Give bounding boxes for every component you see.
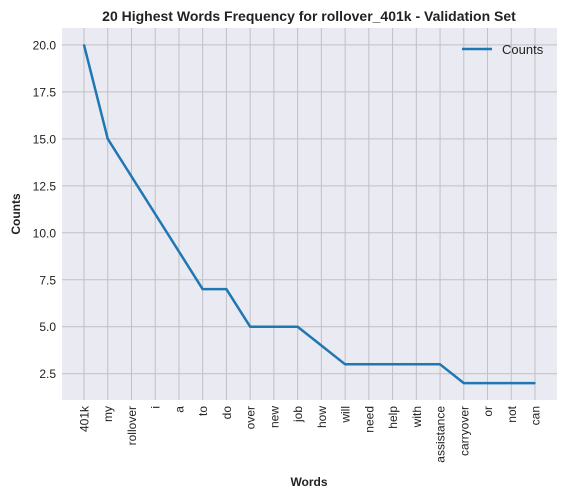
data-point [415,363,418,366]
data-point [486,382,489,384]
y-tick-label: 10.0 [33,226,57,240]
y-axis-label: Counts [9,193,23,235]
y-tick-label: 15.0 [33,132,57,146]
x-tick-label: assistance [434,406,448,463]
x-tick-label: need [362,406,376,433]
data-point [201,288,204,290]
x-tick-label: i [149,406,163,409]
data-point [249,325,251,328]
data-point [154,213,157,215]
y-tick-label: 2.5 [39,367,56,381]
plot-background [62,28,557,400]
data-point [368,363,370,366]
data-point [344,363,346,366]
x-tick-label: my [101,406,115,422]
x-axis-label: Words [290,475,327,489]
x-tick-label: a [172,406,186,413]
data-point [83,44,85,46]
data-point [534,382,536,384]
data-point [225,288,228,290]
x-tick-label: rollover [125,406,139,445]
legend: Counts [462,42,544,57]
x-tick-labels: 401k my rollover i a to do over new job how will nee… [78,405,543,463]
chart-title: 20 Highest Words Frequency for rollover_… [102,8,516,24]
x-tick-label: carryover [457,406,471,456]
grid [62,28,557,400]
x-tick-label: to [196,406,210,416]
x-tick-label: new [267,406,281,428]
legend-label: Counts [502,42,544,57]
series-layer [82,44,536,385]
y-tick-label: 5.0 [39,320,56,334]
y-tick-label: 17.5 [33,85,57,99]
data-point [178,250,180,253]
data-point [462,382,465,384]
x-tick-label: not [505,405,519,422]
x-tick-label: over [244,406,258,429]
y-tick-label: 12.5 [33,179,57,193]
x-tick-label: or [481,406,495,417]
x-tick-label: do [220,406,234,420]
data-point [510,382,513,384]
x-tick-label: with [410,406,424,428]
x-tick-label: can [529,406,543,425]
x-tick-label: 401k [78,405,92,432]
y-tick-label: 7.5 [39,273,56,287]
x-tick-label: job [291,406,305,423]
data-point [130,175,133,178]
data-point [106,138,109,140]
y-tick-label: 20.0 [33,38,57,52]
series-line-counts [82,44,535,385]
data-point [391,363,394,366]
y-tick-labels: 2.5 5.0 7.5 10.0 12.5 15.0 17.5 20.0 [33,38,57,381]
x-tick-label: how [315,406,329,428]
x-tick-label: help [386,406,400,429]
data-point [320,344,323,347]
data-point [296,325,299,328]
x-tick-label: will [339,406,353,424]
data-point [439,363,441,366]
data-point [273,325,275,328]
